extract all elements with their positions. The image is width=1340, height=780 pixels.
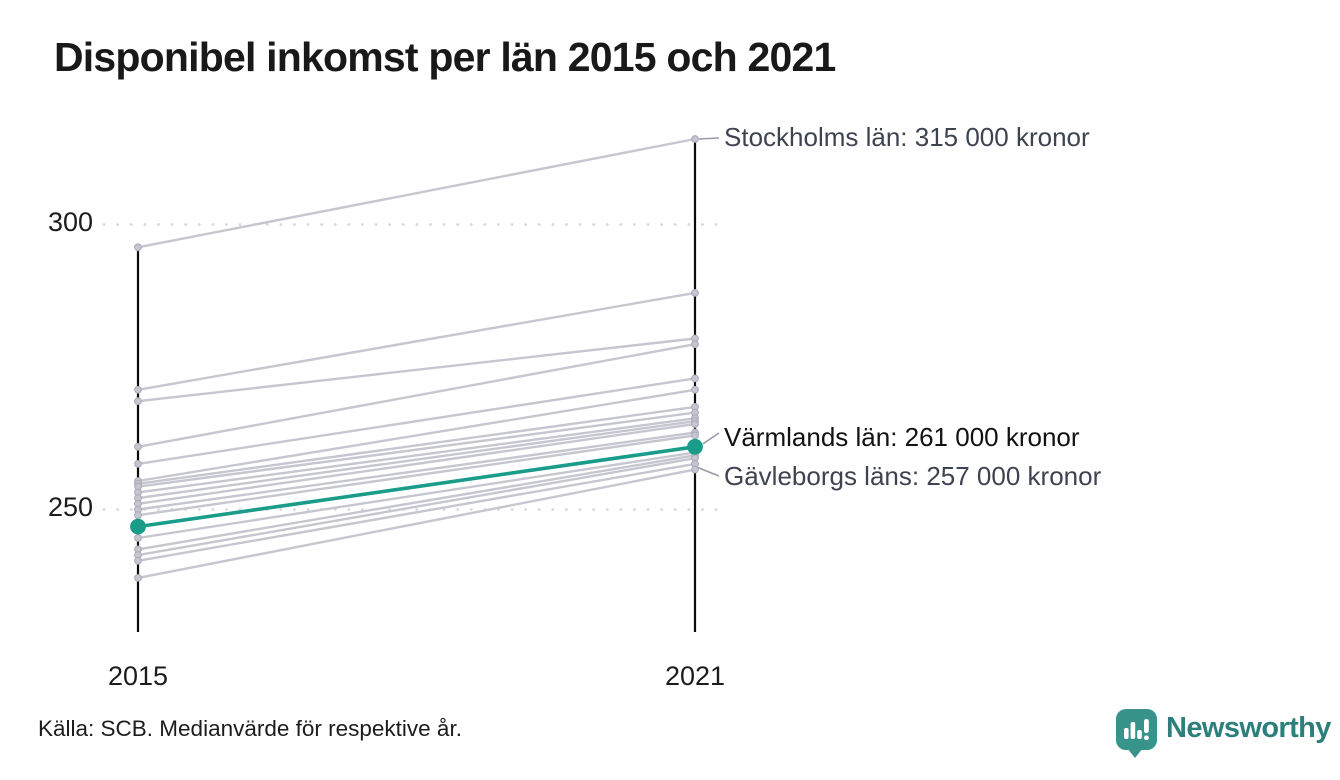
- highlight-endpoint-dot: [130, 518, 146, 535]
- series-line: [137, 451, 696, 540]
- series-endpoint-dot: [134, 460, 142, 468]
- series-line: [137, 411, 696, 488]
- series-line: [137, 454, 696, 551]
- series-endpoint-dot: [691, 289, 699, 297]
- series-endpoint-dot: [691, 135, 699, 143]
- series-endpoint-dot: [691, 431, 699, 440]
- bar-chart-glyph: [1124, 719, 1149, 741]
- series-line: [137, 417, 696, 494]
- series-line: [137, 405, 696, 486]
- series-endpoint-dot: [134, 556, 142, 565]
- annotation-connector-0: [698, 137, 720, 140]
- series-line: [137, 337, 696, 403]
- series-line: [137, 137, 696, 249]
- x-axis-label-2021: 2021: [664, 661, 726, 691]
- series-line: [137, 388, 696, 483]
- series-endpoint-dot: [134, 397, 142, 406]
- y-axis-tick-250: 250: [48, 492, 94, 522]
- annotation-connector-1: [702, 432, 720, 445]
- series-endpoint-dot: [691, 420, 699, 428]
- highlight-endpoint-dot: [687, 438, 703, 455]
- series-endpoint-dot: [691, 374, 699, 383]
- series-line: [137, 457, 696, 557]
- series-line: [137, 343, 696, 448]
- newsworthy-logo-icon: [1116, 709, 1157, 758]
- series-line: [137, 462, 696, 562]
- series-endpoint-dot: [691, 340, 699, 349]
- series-endpoint-dot: [134, 385, 142, 394]
- series-endpoint-dot: [691, 385, 699, 394]
- series-line: [137, 434, 696, 517]
- annotation-varmland: Värmlands län: 261 000 kronor: [724, 422, 1080, 452]
- series-endpoint-dot: [134, 243, 142, 252]
- series-line: [137, 431, 696, 511]
- series-endpoint-dot: [691, 465, 699, 474]
- series-endpoint-dot: [134, 511, 142, 520]
- newsworthy-brand-text: Newsworthy: [1166, 712, 1331, 744]
- annotation-stockholm: Stockholms län: 315 000 kronor: [724, 122, 1090, 152]
- series-line: [137, 422, 696, 505]
- highlight-series-line: [137, 445, 696, 529]
- series-endpoint-dot: [134, 574, 142, 582]
- annotation-gavleborg: Gävleborgs läns: 257 000 kronor: [724, 461, 1102, 491]
- source-note: Källa: SCB. Medianvärde för respektive å…: [38, 716, 462, 741]
- series-endpoint-dot: [134, 534, 142, 542]
- series-line: [137, 377, 696, 466]
- annotation-connector-2: [697, 466, 720, 477]
- page-title: Disponibel inkomst per län 2015 och 2021: [54, 34, 836, 80]
- series-line: [137, 291, 696, 391]
- series-line: [137, 468, 696, 580]
- series-line: [137, 419, 696, 500]
- x-axis-label-2015: 2015: [107, 661, 169, 691]
- y-axis-tick-300: 300: [48, 207, 94, 237]
- series-endpoint-dot: [134, 442, 142, 451]
